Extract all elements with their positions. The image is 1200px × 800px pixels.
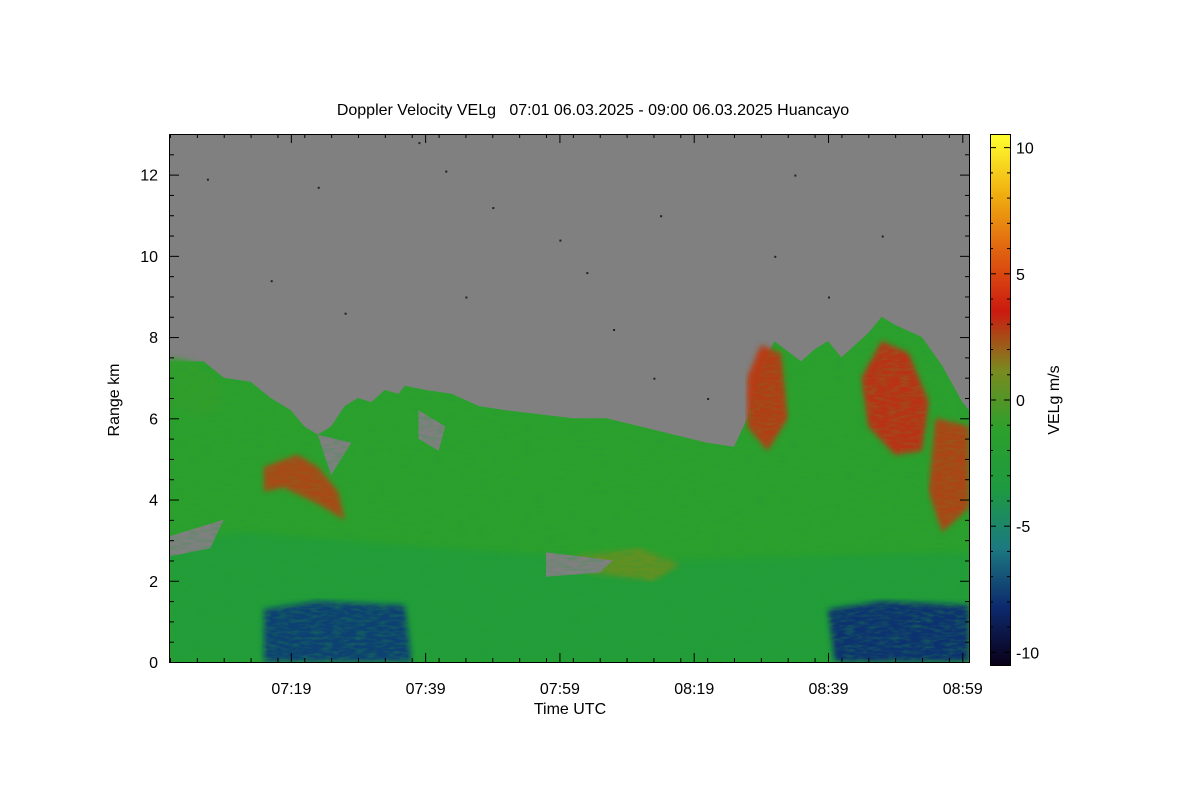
- outlier-point: [317, 186, 320, 189]
- y-tick-label: 12: [140, 168, 158, 185]
- plot-area: [170, 134, 969, 662]
- x-axis-label: Time UTC: [534, 701, 606, 718]
- updraft-texture: [264, 454, 345, 520]
- y-tick-label: 6: [149, 411, 158, 428]
- outlier-point: [344, 312, 347, 315]
- x-axis: 07:19 07:39 07:59 08:19 08:39 08:59: [170, 134, 983, 698]
- x-tick-label: 07:59: [540, 681, 580, 698]
- x-tick-label: 08:59: [943, 681, 983, 698]
- data-gap: [237, 357, 318, 378]
- y-axis-label: Range km: [106, 364, 123, 437]
- outlier-point: [653, 377, 656, 380]
- outlier-point: [660, 215, 663, 218]
- y-axis: 0 2 4 6 8 10 12: [140, 134, 970, 672]
- updraft-texture: [747, 345, 788, 451]
- outlier-point: [794, 174, 797, 177]
- x-tick-label: 08:19: [674, 681, 714, 698]
- x-tick-label: 07:19: [271, 681, 311, 698]
- updraft-texture: [861, 341, 929, 455]
- outlier-point: [465, 296, 468, 299]
- x-tick-label: 07:39: [406, 681, 446, 698]
- outlier-point: [206, 178, 209, 181]
- colorbar-tick-label: 0: [1016, 393, 1025, 410]
- outlier-point: [492, 207, 495, 210]
- colorbar-tick-label: 5: [1016, 267, 1025, 284]
- y-tick-label: 8: [149, 330, 158, 347]
- outlier-point: [559, 239, 562, 242]
- colorbar-tick-label: 10: [1016, 141, 1034, 158]
- colorbar-tick-label: -10: [1016, 645, 1039, 662]
- y-tick-label: 0: [149, 655, 158, 672]
- x-tick-label: 08:39: [808, 681, 848, 698]
- outlier-point: [445, 170, 448, 173]
- outlier-point: [774, 255, 777, 258]
- outlier-point: [881, 235, 884, 238]
- colorbar-label: VELg m/s: [1046, 365, 1063, 434]
- colorbar: 10 5 0 -5 -10 VELg m/s: [990, 134, 1063, 666]
- y-tick-label: 10: [140, 249, 158, 266]
- outlier-point: [270, 280, 273, 283]
- updraft-texture: [928, 418, 969, 532]
- outlier-point: [586, 272, 589, 275]
- outlier-point: [613, 329, 616, 331]
- outlier-point: [828, 296, 830, 299]
- y-tick-label: 4: [149, 493, 158, 510]
- y-tick-label: 2: [149, 574, 158, 591]
- colorbar-tick-label: -5: [1016, 519, 1030, 536]
- outlier-point: [707, 398, 710, 400]
- chart-title: Doppler Velocity VELg 07:01 06.03.2025 -…: [337, 102, 849, 119]
- outlier-point: [418, 142, 421, 145]
